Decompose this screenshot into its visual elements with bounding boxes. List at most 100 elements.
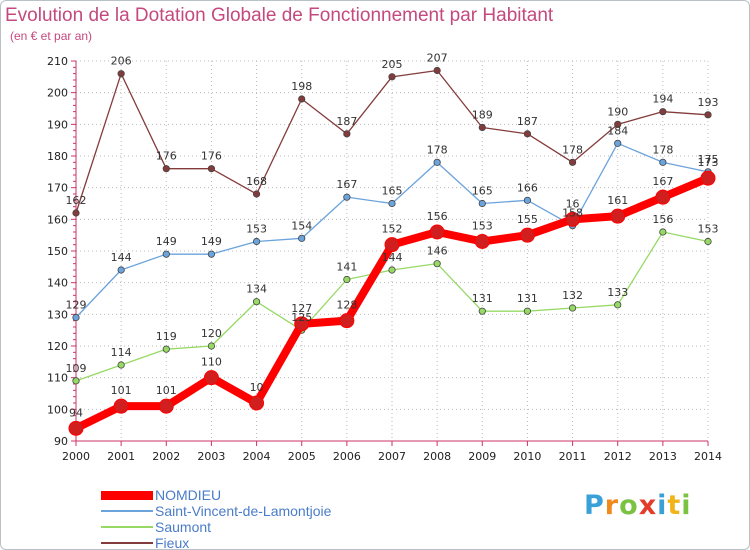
data-label: 190 <box>607 105 628 118</box>
series-point <box>519 227 535 243</box>
x-tick-label: 2006 <box>333 450 361 463</box>
series-point <box>659 228 667 236</box>
legend-swatch <box>101 542 153 544</box>
data-label: 205 <box>382 58 403 71</box>
data-label: 184 <box>607 124 628 137</box>
x-tick-label: 2007 <box>378 450 406 463</box>
series-point <box>433 158 441 166</box>
logo-letter: i <box>681 490 692 521</box>
data-label: 144 <box>382 251 403 264</box>
data-label: 168 <box>246 175 267 188</box>
x-tick-label: 2001 <box>107 450 135 463</box>
data-label: 198 <box>291 80 312 93</box>
chart-title: Evolution de la Dotation Globale de Fonc… <box>5 5 554 26</box>
data-label: 176 <box>201 150 222 163</box>
series-point <box>298 234 306 242</box>
x-tick-label: 2004 <box>243 450 271 463</box>
series-point <box>704 111 712 119</box>
data-label: 153 <box>246 223 267 236</box>
data-label: 156 <box>652 213 673 226</box>
series-point <box>339 313 355 329</box>
y-tick-label: 120 <box>47 340 68 353</box>
series-point <box>252 237 261 246</box>
legend-swatch <box>101 490 153 500</box>
series-point <box>162 345 170 353</box>
series-point <box>72 313 80 322</box>
legend-item: Fieux <box>101 535 331 550</box>
legend-swatch <box>101 510 153 512</box>
data-label: 207 <box>427 52 448 65</box>
data-label: 152 <box>382 223 403 236</box>
legend-item: NOMDIEU <box>101 487 331 503</box>
series-point <box>384 237 400 253</box>
series-point <box>117 361 125 369</box>
x-tick-label: 2012 <box>604 450 632 463</box>
data-label: 125 <box>291 311 312 324</box>
series-point <box>659 108 667 116</box>
x-tick-label: 2014 <box>694 450 722 463</box>
legend-label: Saint-Vincent-de-Lamontjoie <box>155 503 332 519</box>
series-point <box>72 377 80 385</box>
series-point <box>207 165 216 173</box>
series-point <box>478 123 486 132</box>
legend-item: Saint-Vincent-de-Lamontjoie <box>101 503 331 519</box>
data-label: 165 <box>382 185 403 198</box>
proxiti-logo: Proxiti <box>584 490 692 521</box>
data-label: 187 <box>517 115 538 128</box>
data-label: 101 <box>111 384 132 397</box>
series-point <box>343 193 351 201</box>
series-point <box>294 316 310 332</box>
x-tick-label: 2002 <box>152 450 180 463</box>
data-label: 193 <box>698 96 719 109</box>
series-point <box>474 234 490 249</box>
data-label: 129 <box>66 299 87 312</box>
series-point <box>203 370 219 386</box>
logo-letter: r <box>604 490 620 521</box>
series-group <box>68 66 716 436</box>
legend-swatch <box>101 526 153 528</box>
x-tick-label: 2008 <box>423 450 451 463</box>
data-label: 128 <box>336 299 357 312</box>
data-label: 131 <box>472 292 493 305</box>
series-point <box>162 165 170 173</box>
x-tick-label: 2009 <box>468 450 496 463</box>
data-label: 133 <box>607 286 628 299</box>
series-point <box>207 342 216 350</box>
data-label: 158 <box>562 207 583 220</box>
y-tick-label: 90 <box>54 435 68 448</box>
series-point <box>568 304 577 312</box>
series-point <box>614 301 622 309</box>
data-label: 120 <box>201 327 222 340</box>
y-tick-label: 200 <box>47 87 68 100</box>
y-tick-label: 140 <box>47 277 68 290</box>
y-tick-label: 130 <box>47 308 68 321</box>
x-tick-label: 2011 <box>559 450 587 463</box>
data-label: 167 <box>652 175 673 188</box>
series-point <box>433 66 441 75</box>
series-point <box>614 139 622 147</box>
series-point <box>478 199 486 208</box>
chart-subtitle: (en € et par an) <box>10 29 93 43</box>
legend-label: Fieux <box>155 535 190 550</box>
data-label: 165 <box>472 185 493 198</box>
y-tick-label: 150 <box>47 245 68 258</box>
series-point <box>610 208 626 224</box>
data-label: 155 <box>517 213 538 226</box>
series-point <box>343 130 351 138</box>
series-point <box>252 190 261 198</box>
data-label: 156 <box>427 210 448 223</box>
series-point <box>659 158 667 166</box>
x-tick-label: 2010 <box>513 450 541 463</box>
series-point <box>704 237 712 246</box>
series-point <box>298 95 306 103</box>
data-label: 141 <box>336 261 357 274</box>
logo-letter: t <box>667 490 682 521</box>
data-label: 114 <box>111 346 132 359</box>
series-point <box>523 196 532 204</box>
data-label: 175 <box>698 153 719 166</box>
axes: 9010011012013014015016017018019020021020… <box>47 55 722 463</box>
data-label: 176 <box>156 150 177 163</box>
data-label: 94 <box>69 406 83 419</box>
series-point <box>158 398 174 414</box>
